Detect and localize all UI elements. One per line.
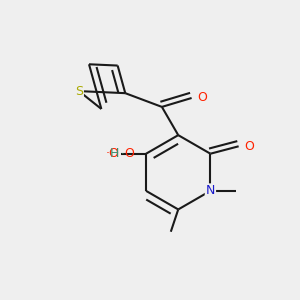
Text: N: N	[206, 184, 215, 197]
Text: S: S	[75, 85, 83, 98]
Text: ·O: ·O	[105, 147, 119, 160]
Text: O: O	[124, 147, 134, 160]
Text: ·: ·	[121, 149, 124, 159]
Text: O: O	[244, 140, 254, 153]
Text: H: H	[110, 147, 119, 160]
Text: O: O	[197, 92, 207, 104]
Text: H: H	[106, 147, 115, 160]
